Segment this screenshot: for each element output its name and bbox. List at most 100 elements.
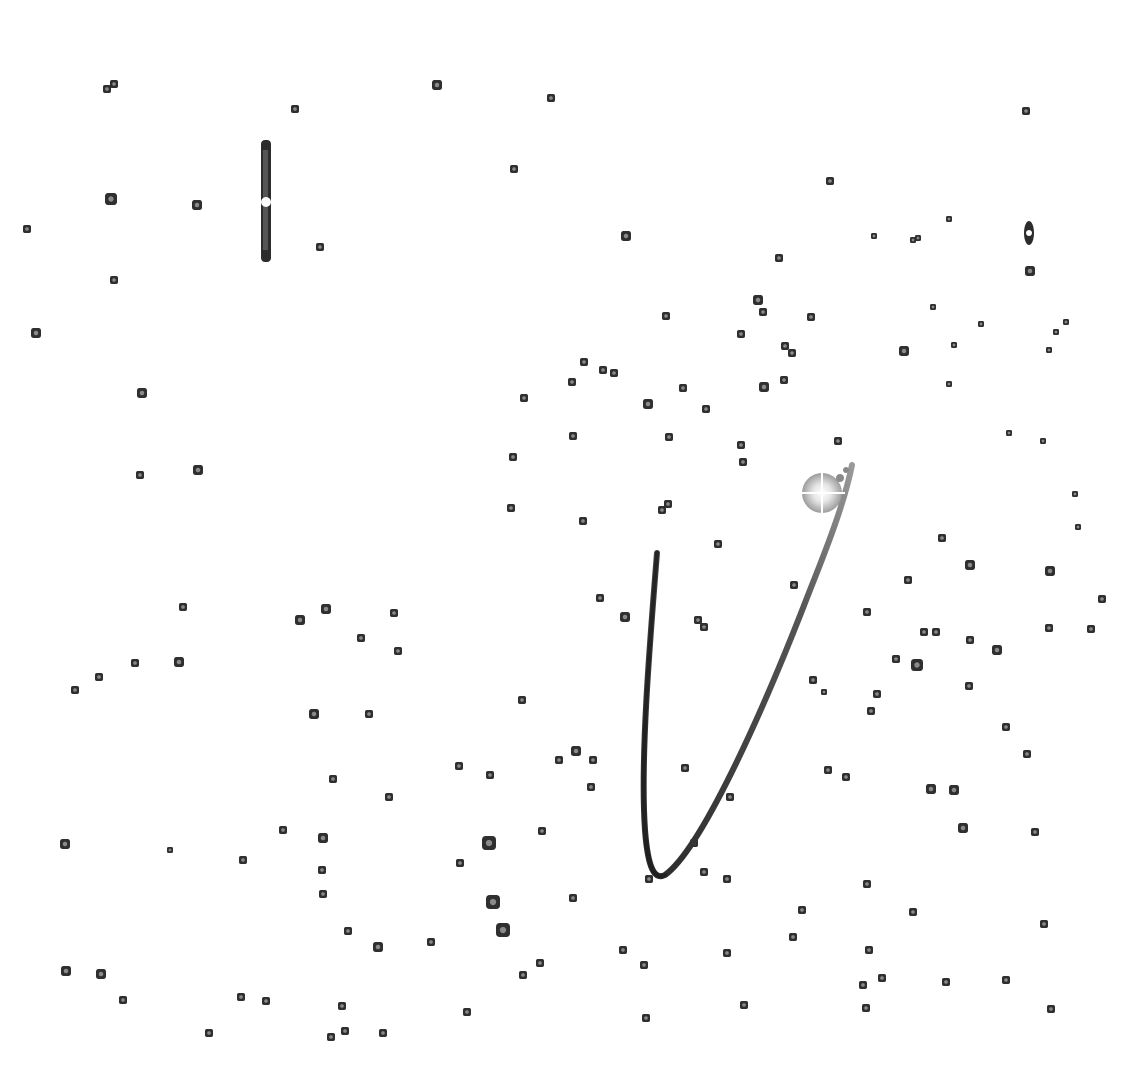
star-core [139, 390, 145, 396]
star-core [499, 926, 507, 934]
star-core [138, 473, 142, 477]
star-core [612, 371, 616, 375]
star-core [581, 519, 585, 523]
vertical-streak-star [261, 140, 271, 262]
star-core [761, 384, 767, 390]
star-core [108, 196, 114, 202]
star-core [98, 971, 104, 977]
star-core [343, 1029, 347, 1033]
star-core [194, 202, 200, 208]
star-core [538, 961, 542, 965]
star-core [683, 766, 687, 770]
stars-group [23, 80, 1106, 1041]
star-core [741, 460, 745, 464]
star-core [381, 1031, 385, 1035]
star-core [1047, 626, 1051, 630]
star-core [911, 910, 915, 914]
star-core [429, 940, 433, 944]
star-core [195, 467, 201, 473]
star-core [967, 684, 971, 688]
star-core [181, 605, 185, 609]
star-core [865, 882, 869, 886]
comet-trail [640, 462, 855, 880]
star-core [1024, 109, 1028, 113]
star-core [598, 596, 602, 600]
star-core [777, 256, 781, 260]
star-core [742, 1003, 746, 1007]
star-core [944, 980, 948, 984]
star-core [664, 314, 668, 318]
star-core [914, 662, 920, 668]
star-core [792, 583, 796, 587]
star-core [1064, 320, 1068, 324]
star-core [321, 892, 325, 896]
star-core [1007, 431, 1011, 435]
star-core [331, 777, 335, 781]
star-core [512, 167, 516, 171]
star-core [392, 611, 396, 615]
star-core [809, 315, 813, 319]
star-core [489, 898, 497, 906]
star-core [311, 711, 317, 717]
star-core [1100, 597, 1104, 601]
star-core [1047, 348, 1051, 352]
star-core [522, 396, 526, 400]
star-core [822, 690, 826, 694]
star-core [521, 973, 525, 977]
star-core [761, 310, 765, 314]
star-core [133, 661, 137, 665]
star-core [570, 380, 574, 384]
star-core [644, 1016, 648, 1020]
star-core [922, 630, 926, 634]
star-core [241, 858, 245, 862]
star-core [509, 506, 513, 510]
star-core [582, 360, 586, 364]
star-core [520, 698, 524, 702]
star-core [931, 305, 935, 309]
star-core [947, 382, 951, 386]
star-core [666, 502, 670, 506]
star-core [947, 217, 951, 221]
star-core [861, 983, 865, 987]
star-core [488, 773, 492, 777]
star-core [960, 825, 966, 831]
star-core [281, 828, 285, 832]
star-core [940, 536, 944, 540]
star-core [725, 951, 729, 955]
star-core [105, 87, 109, 91]
star-core [601, 368, 605, 372]
star-core [1027, 268, 1033, 274]
star-core [121, 998, 125, 1002]
star-core [864, 1006, 868, 1010]
star-core [828, 179, 832, 183]
star-core [320, 835, 326, 841]
star-core [573, 748, 579, 754]
star-core [434, 82, 440, 88]
star-core [906, 578, 910, 582]
star-core [667, 435, 671, 439]
star-core [396, 649, 400, 653]
star-core [318, 245, 322, 249]
star-core [783, 344, 787, 348]
star-core [916, 236, 920, 240]
star-core [642, 963, 646, 967]
star-core [867, 948, 871, 952]
star-core [557, 758, 561, 762]
star-core [367, 712, 371, 716]
star-core [293, 107, 297, 111]
star-core [458, 861, 462, 865]
star-core [791, 935, 795, 939]
star-core [836, 439, 840, 443]
star-core [952, 343, 956, 347]
star-core [320, 868, 324, 872]
star-core [62, 841, 68, 847]
star-core [549, 96, 553, 100]
star-core [33, 330, 39, 336]
star-core [967, 562, 973, 568]
star-core [645, 401, 651, 407]
star-core [739, 332, 743, 336]
star-core [951, 787, 957, 793]
star-core [387, 795, 391, 799]
